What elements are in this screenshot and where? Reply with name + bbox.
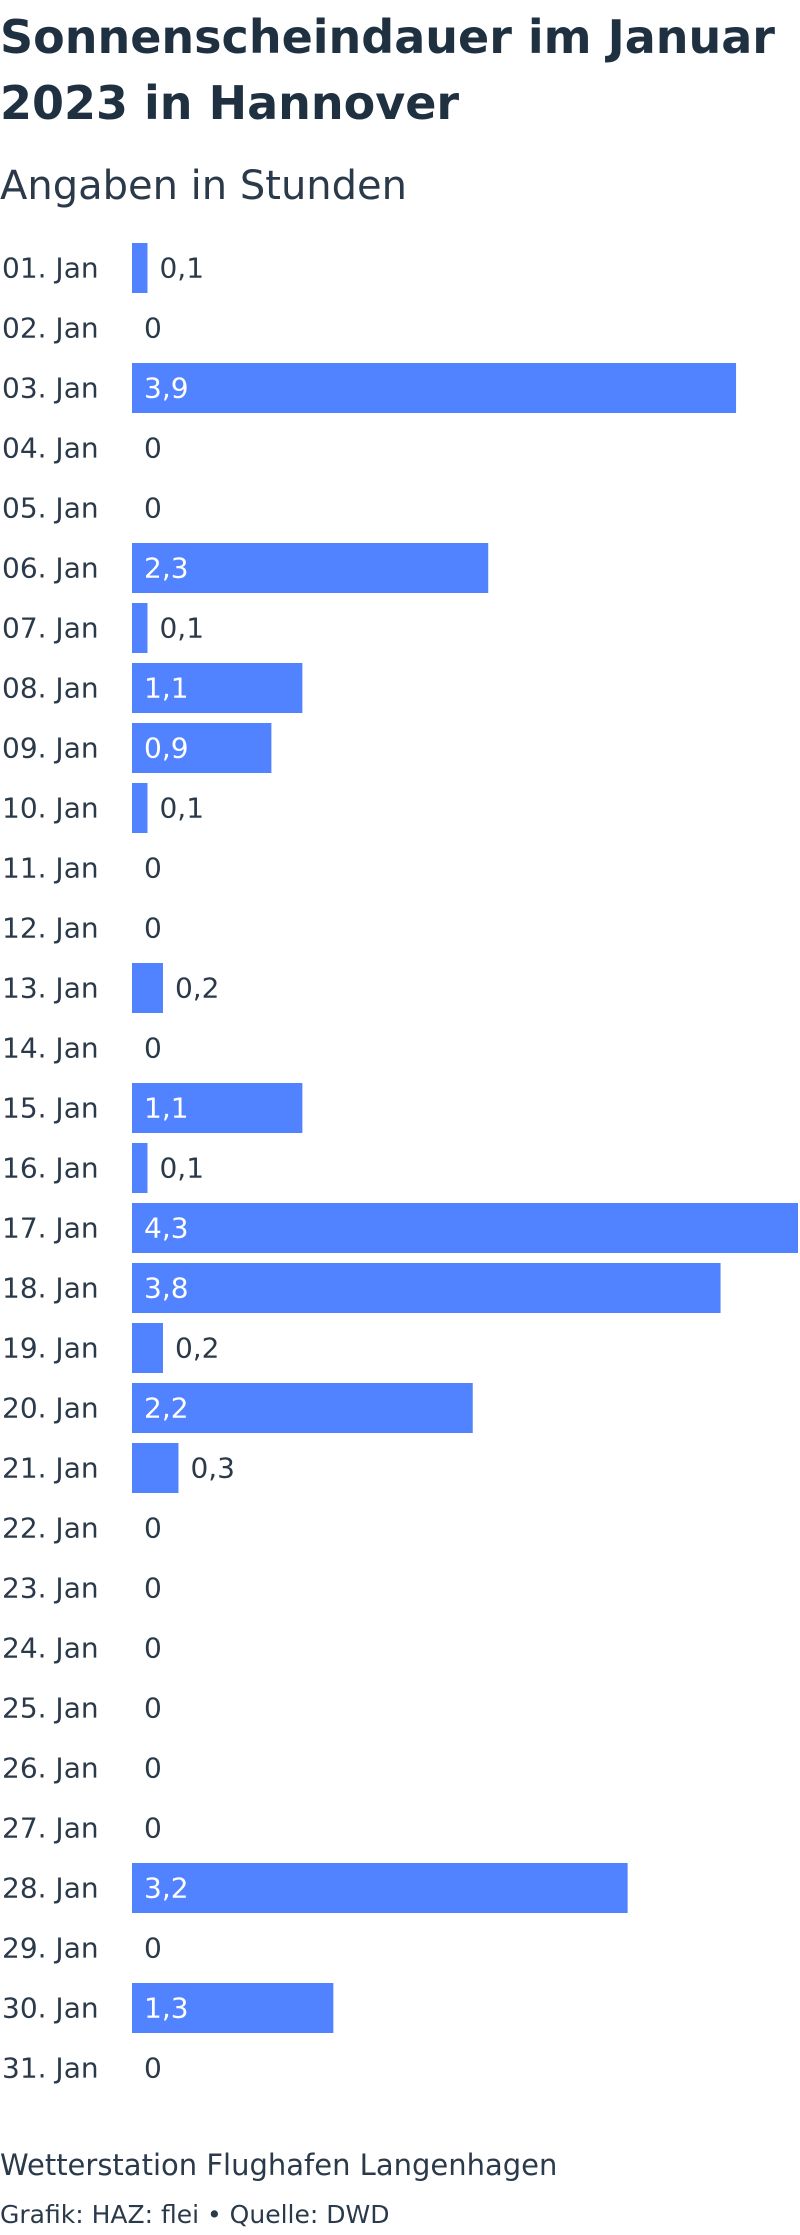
- category-label: 26. Jan: [2, 1752, 99, 1785]
- bar: [132, 603, 148, 653]
- value-label: 3,9: [144, 372, 189, 405]
- bar: [132, 243, 148, 293]
- category-label: 29. Jan: [2, 1932, 99, 1965]
- value-label: 0: [144, 432, 162, 465]
- source-credit: Grafik: HAZ: flei • Quelle: DWD: [0, 2200, 390, 2229]
- category-label: 28. Jan: [2, 1872, 99, 1905]
- value-label: 0: [144, 1812, 162, 1845]
- value-label: 1,1: [144, 672, 189, 705]
- category-label: 30. Jan: [2, 1992, 99, 2025]
- category-label: 08. Jan: [2, 672, 99, 705]
- bar: [132, 1443, 179, 1493]
- bar: [132, 1083, 303, 1133]
- value-label: 2,2: [144, 1392, 189, 1425]
- station-note: Wetterstation Flughafen Langenhagen: [0, 2148, 558, 2182]
- value-label: 0: [144, 1692, 162, 1725]
- value-label: 1,3: [144, 1992, 189, 2025]
- category-label: 17. Jan: [2, 1212, 99, 1245]
- value-label: 0: [144, 2052, 162, 2085]
- category-label: 27. Jan: [2, 1812, 99, 1845]
- bar: [132, 363, 737, 413]
- value-label: 0: [144, 1632, 162, 1665]
- value-label: 0,1: [159, 792, 204, 825]
- bar: [132, 1143, 148, 1193]
- category-label: 01. Jan: [2, 252, 99, 285]
- value-label: 0: [144, 1512, 162, 1545]
- value-label: 0,2: [175, 1332, 220, 1365]
- value-label: 0: [144, 492, 162, 525]
- value-label: 0,1: [159, 1152, 204, 1185]
- category-label: 04. Jan: [2, 432, 99, 465]
- category-label: 10. Jan: [2, 792, 99, 825]
- value-label: 0,3: [190, 1452, 235, 1485]
- category-label: 22. Jan: [2, 1512, 99, 1545]
- value-label: 3,2: [144, 1872, 189, 1905]
- category-label: 14. Jan: [2, 1032, 99, 1065]
- value-label: 0: [144, 1032, 162, 1065]
- category-label: 16. Jan: [2, 1152, 99, 1185]
- bar: [132, 1383, 473, 1433]
- category-label: 06. Jan: [2, 552, 99, 585]
- value-label: 3,8: [144, 1272, 189, 1305]
- bar: [132, 963, 163, 1013]
- value-label: 0: [144, 852, 162, 885]
- bar: [132, 1863, 628, 1913]
- bar: [132, 663, 303, 713]
- value-label: 0: [144, 1572, 162, 1605]
- value-label: 2,3: [144, 552, 189, 585]
- value-label: 0: [144, 912, 162, 945]
- bar: [132, 1263, 721, 1313]
- category-label: 23. Jan: [2, 1572, 99, 1605]
- category-label: 05. Jan: [2, 492, 99, 525]
- category-label: 31. Jan: [2, 2052, 99, 2085]
- category-label: 24. Jan: [2, 1632, 99, 1665]
- value-label: 1,1: [144, 1092, 189, 1125]
- value-label: 0,9: [144, 732, 189, 765]
- bar: [132, 1983, 334, 2033]
- category-label: 07. Jan: [2, 612, 99, 645]
- category-label: 12. Jan: [2, 912, 99, 945]
- bar: [132, 1203, 798, 1253]
- category-label: 11. Jan: [2, 852, 99, 885]
- category-label: 15. Jan: [2, 1092, 99, 1125]
- category-label: 02. Jan: [2, 312, 99, 345]
- value-label: 0: [144, 312, 162, 345]
- value-label: 0,1: [159, 612, 204, 645]
- chart-title: Sonnenscheindauer im Januar 2023 in Hann…: [0, 10, 775, 130]
- chart-subtitle: Angaben in Stunden: [0, 163, 407, 209]
- category-label: 09. Jan: [2, 732, 99, 765]
- bar: [132, 543, 489, 593]
- category-label: 03. Jan: [2, 372, 99, 405]
- category-label: 13. Jan: [2, 972, 99, 1005]
- value-label: 4,3: [144, 1212, 189, 1245]
- category-label: 20. Jan: [2, 1392, 99, 1425]
- value-label: 0,2: [175, 972, 220, 1005]
- category-label: 25. Jan: [2, 1692, 99, 1725]
- category-label: 19. Jan: [2, 1332, 99, 1365]
- bar: [132, 723, 272, 773]
- category-label: 18. Jan: [2, 1272, 99, 1305]
- bar-chart: 01. Jan 0,1 02. Jan 0 03. Jan 3,9 04. Jan 0 05. …: [2, 243, 798, 2085]
- value-label: 0: [144, 1752, 162, 1785]
- category-label: 21. Jan: [2, 1452, 99, 1485]
- bar: [132, 1323, 163, 1373]
- value-label: 0: [144, 1932, 162, 1965]
- value-label: 0,1: [159, 252, 204, 285]
- bar: [132, 783, 148, 833]
